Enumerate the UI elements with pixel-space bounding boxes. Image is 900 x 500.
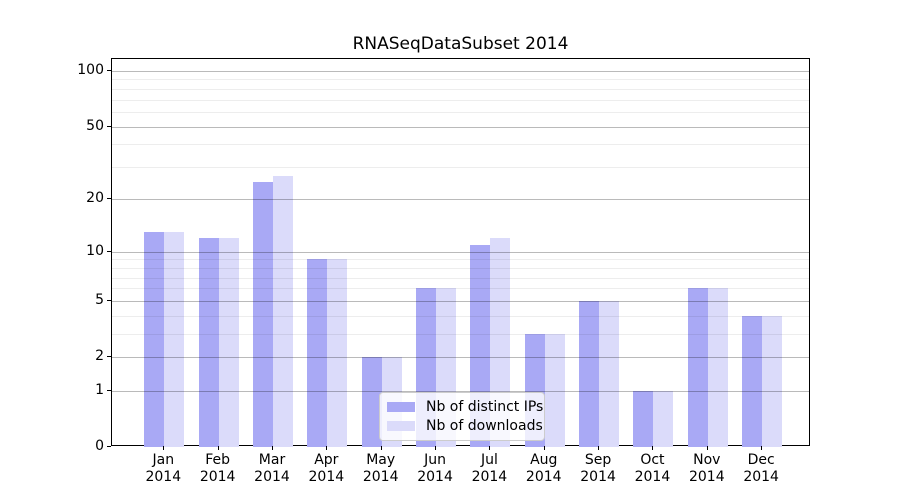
bar-may-s0 xyxy=(361,357,382,447)
x-tick-label-5: Jun 2014 xyxy=(417,452,453,485)
legend-label-downloads: Nb of downloads xyxy=(426,418,543,434)
x-tick-label-1: Feb 2014 xyxy=(199,452,236,485)
x-tick-mark-3 xyxy=(326,446,328,450)
x-tick-mark-10 xyxy=(706,446,708,450)
bars-layer xyxy=(112,59,809,447)
x-tick-mark-7 xyxy=(543,446,545,450)
bar-feb-s0 xyxy=(198,238,219,447)
bar-mar-s0 xyxy=(253,181,273,447)
x-tick-label-2: Mar 2014 xyxy=(254,452,290,485)
x-tick-label-6: Jul 2014 xyxy=(471,452,508,485)
bar-sep-s1 xyxy=(599,301,620,447)
y-tick-mark-1 xyxy=(107,389,111,391)
legend-entry-downloads: Nb of downloads xyxy=(387,418,543,434)
bar-jan-s1 xyxy=(164,231,185,447)
bar-apr-s0 xyxy=(307,259,328,447)
bar-jan-s0 xyxy=(144,231,165,447)
x-tick-mark-9 xyxy=(652,446,654,450)
x-tick-label-9: Oct 2014 xyxy=(634,452,671,485)
y-tick-mark-2 xyxy=(107,356,111,358)
bar-sep-s0 xyxy=(579,301,600,447)
y-tick-mark-100 xyxy=(107,69,111,71)
legend-label-distinct-ips: Nb of distinct IPs xyxy=(426,399,544,415)
x-tick-label-0: Jan 2014 xyxy=(145,452,182,485)
y-tick-label-5: 5 xyxy=(95,292,104,309)
x-tick-label-3: Apr 2014 xyxy=(308,452,345,485)
x-tick-label-4: May 2014 xyxy=(362,452,399,485)
x-tick-mark-5 xyxy=(435,446,437,450)
y-tick-mark-20 xyxy=(107,197,111,199)
bar-mar-s1 xyxy=(273,175,293,447)
y-tick-mark-50 xyxy=(107,125,111,127)
bar-nov-s0 xyxy=(687,288,708,447)
y-tick-label-10: 10 xyxy=(86,242,104,259)
legend-entry-distinct-ips: Nb of distinct IPs xyxy=(387,399,543,415)
plot-area: Nb of distinct IPs Nb of downloads xyxy=(111,58,810,447)
bar-dec-s1 xyxy=(762,315,783,447)
bar-nov-s1 xyxy=(707,288,728,447)
x-tick-mark-1 xyxy=(217,446,219,450)
bar-feb-s1 xyxy=(218,238,239,447)
y-tick-label-20: 20 xyxy=(86,189,104,206)
y-tick-label-100: 100 xyxy=(77,61,104,78)
x-tick-mark-2 xyxy=(272,446,273,450)
bar-dec-s0 xyxy=(742,315,763,447)
legend-swatch-distinct-ips xyxy=(387,402,415,412)
x-tick-mark-6 xyxy=(489,446,491,450)
x-tick-label-7: Aug 2014 xyxy=(525,452,562,485)
y-tick-label-0: 0 xyxy=(95,438,104,454)
chart-title: RNASeqDataSubset 2014 xyxy=(352,34,569,54)
y-tick-mark-0 xyxy=(107,446,111,447)
x-tick-mark-4 xyxy=(380,446,382,450)
bar-apr-s1 xyxy=(327,259,348,447)
bar-aug-s1 xyxy=(544,334,565,447)
bar-oct-s1 xyxy=(653,390,674,447)
bar-oct-s0 xyxy=(633,390,654,447)
x-tick-label-10: Nov 2014 xyxy=(688,452,725,485)
y-tick-label-50: 50 xyxy=(86,117,104,134)
x-tick-mark-8 xyxy=(598,446,600,450)
x-tick-mark-11 xyxy=(761,446,763,450)
legend: Nb of distinct IPs Nb of downloads xyxy=(379,392,545,441)
y-tick-label-2: 2 xyxy=(95,348,104,365)
y-tick-mark-5 xyxy=(107,300,111,302)
x-tick-mark-0 xyxy=(163,446,165,450)
x-tick-label-8: Sep 2014 xyxy=(580,452,616,485)
x-tick-label-11: Dec 2014 xyxy=(743,452,779,485)
y-tick-label-1: 1 xyxy=(95,381,104,398)
legend-swatch-downloads xyxy=(387,421,415,431)
y-tick-mark-10 xyxy=(107,250,111,252)
